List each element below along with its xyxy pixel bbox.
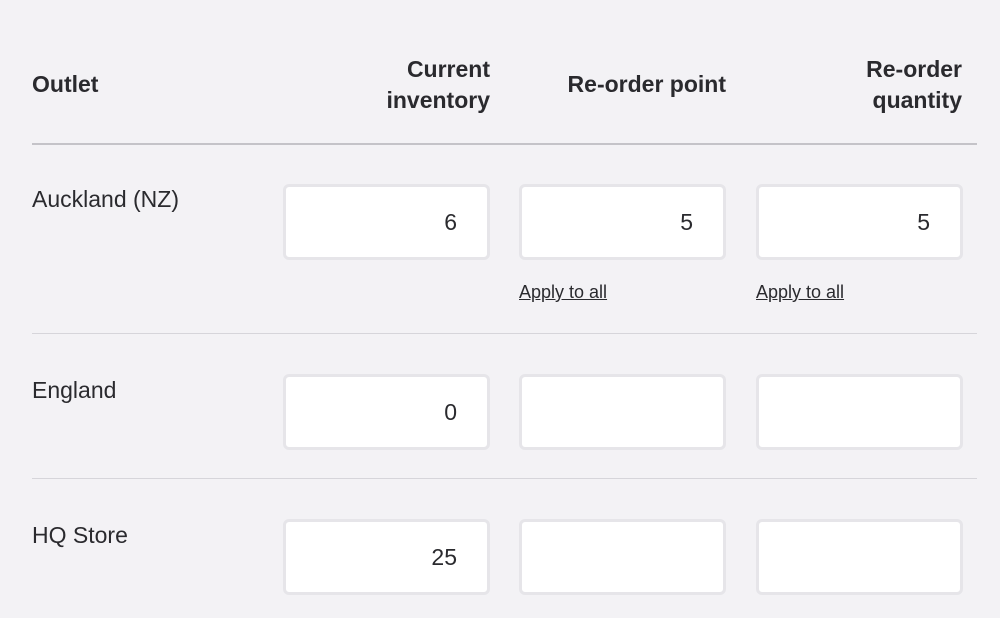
outlet-name: HQ Store bbox=[32, 522, 128, 548]
reorder-point-input[interactable] bbox=[519, 519, 726, 595]
row-divider bbox=[32, 478, 977, 479]
apply-to-all-reorder-point-link[interactable]: Apply to all bbox=[519, 282, 608, 302]
reorder-quantity-input[interactable] bbox=[756, 519, 963, 595]
reorder-quantity-input[interactable] bbox=[756, 374, 963, 450]
row-divider bbox=[32, 333, 977, 334]
header-line: Re-order bbox=[866, 56, 962, 82]
header-reorder-quantity: Re-order quantity bbox=[866, 54, 962, 116]
outlet-name: Auckland (NZ) bbox=[32, 186, 179, 212]
header-reorder-point: Re-order point bbox=[567, 71, 726, 97]
header-outlet: Outlet bbox=[32, 71, 99, 97]
reorder-point-input[interactable] bbox=[519, 374, 726, 450]
header-line: Current bbox=[406, 56, 490, 82]
reorder-point-input[interactable] bbox=[519, 184, 726, 260]
outlet-name: England bbox=[32, 377, 117, 403]
header-line: quantity bbox=[872, 87, 962, 113]
header-current-inventory: Current inventory bbox=[386, 54, 490, 116]
reorder-quantity-input[interactable] bbox=[756, 184, 963, 260]
header-line: inventory bbox=[386, 87, 490, 113]
apply-to-all-reorder-quantity-link[interactable]: Apply to all bbox=[756, 282, 845, 302]
current-inventory-input[interactable] bbox=[283, 374, 490, 450]
header-divider bbox=[32, 143, 977, 145]
current-inventory-input[interactable] bbox=[283, 184, 490, 260]
current-inventory-input[interactable] bbox=[283, 519, 490, 595]
